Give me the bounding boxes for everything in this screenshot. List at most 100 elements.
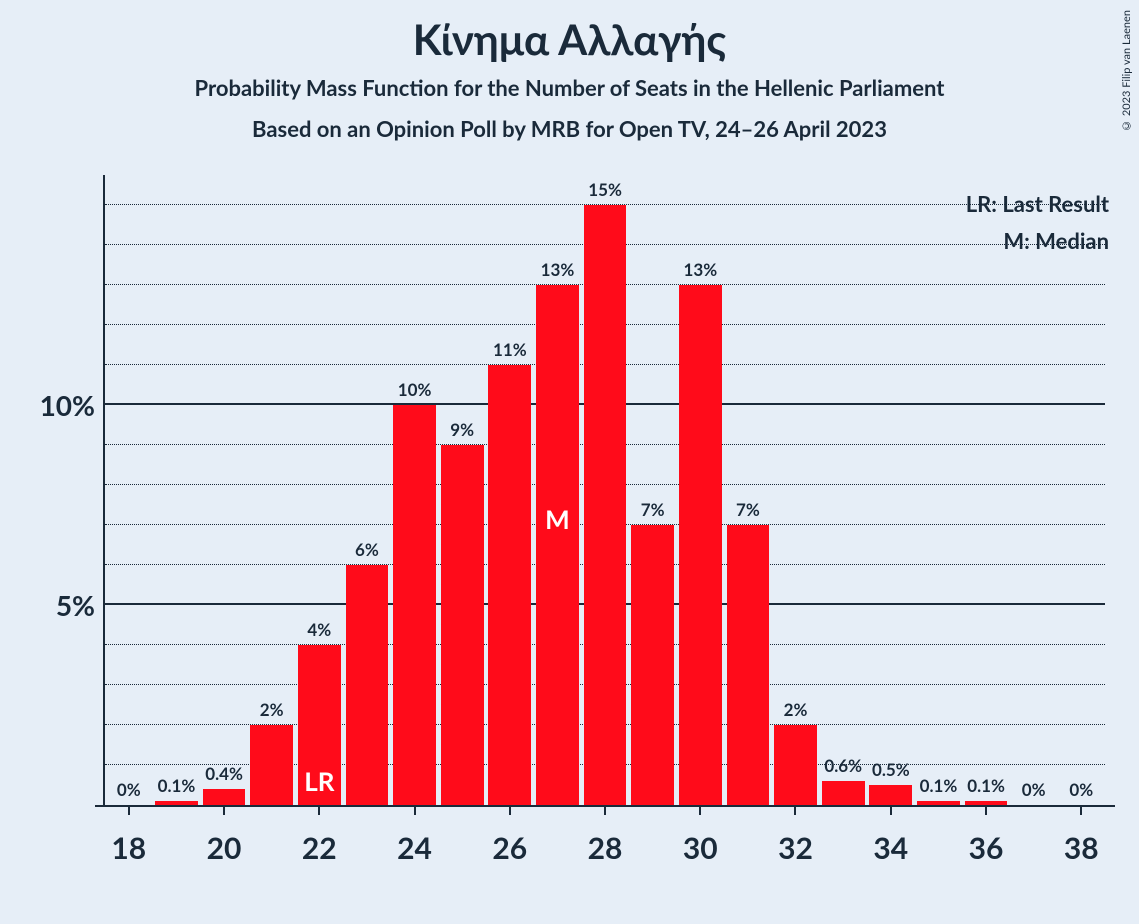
bar-value-label: 0.4% xyxy=(205,763,243,784)
bar xyxy=(536,285,579,805)
bar-container: 0% 0.1% 0.4% 2% 4% LR 6% 10% 9% 11% 13% M 15% 7% 13% 7%… xyxy=(105,185,1105,805)
bar-slot: 0% xyxy=(1010,185,1058,805)
chart-title: Κίνημα Αλλαγής xyxy=(0,0,1139,64)
bar-value-label: 13% xyxy=(541,259,575,280)
bar xyxy=(488,365,531,805)
y-axis-line xyxy=(103,175,105,807)
bar-marker-lr: LR xyxy=(304,765,334,797)
x-axis-label xyxy=(629,830,677,866)
x-axis-label: 28 xyxy=(581,830,629,866)
bar-value-label: 15% xyxy=(588,179,622,200)
bar-value-label: 7% xyxy=(736,499,760,520)
x-tick xyxy=(985,805,987,815)
bar-value-label: 7% xyxy=(641,499,665,520)
bar-slot: 0.1% xyxy=(915,185,963,805)
bar-slot: 0.1% xyxy=(153,185,201,805)
bar-slot: 0% xyxy=(1058,185,1106,805)
bar-value-label: 0% xyxy=(1022,779,1046,800)
bar xyxy=(203,789,246,805)
x-axis-label: 18 xyxy=(105,830,153,866)
x-axis-label xyxy=(438,830,486,866)
chart-subtitle-2: Based on an Opinion Poll by MRB for Open… xyxy=(0,115,1139,142)
bar-slot: 7% xyxy=(629,185,677,805)
bar-slot: 13% xyxy=(677,185,725,805)
bar-value-label: 0.1% xyxy=(920,775,958,796)
bar-slot: 11% xyxy=(486,185,534,805)
x-axis-label: 22 xyxy=(296,830,344,866)
bar-value-label: 0.1% xyxy=(967,775,1005,796)
bar-slot: 2% xyxy=(248,185,296,805)
x-axis-label: 30 xyxy=(677,830,725,866)
x-axis-labels: 18 20 22 24 26 28 30 32 34 36 38 xyxy=(105,830,1105,866)
bar-value-label: 9% xyxy=(450,419,474,440)
bar-value-label: 0.5% xyxy=(872,759,910,780)
bar-value-label: 13% xyxy=(683,259,717,280)
x-tick xyxy=(128,805,130,815)
x-axis-label xyxy=(819,830,867,866)
x-axis-label xyxy=(915,830,963,866)
bar xyxy=(869,785,912,805)
bar-value-label: 6% xyxy=(355,539,379,560)
x-axis-label: 36 xyxy=(962,830,1010,866)
bar-value-label: 0% xyxy=(1069,779,1093,800)
x-tick xyxy=(794,805,796,815)
x-axis-label xyxy=(153,830,201,866)
bar-value-label: 2% xyxy=(784,699,808,720)
x-axis-label: 20 xyxy=(200,830,248,866)
x-axis-label: 38 xyxy=(1058,830,1106,866)
bar-slot: 0.5% xyxy=(867,185,915,805)
chart-subtitle-1: Probability Mass Function for the Number… xyxy=(0,74,1139,101)
bar-slot: 0.6% xyxy=(819,185,867,805)
bar xyxy=(393,405,436,805)
bar xyxy=(441,445,484,805)
x-axis-label xyxy=(724,830,772,866)
chart-plot-area: 0% 0.1% 0.4% 2% 4% LR 6% 10% 9% 11% 13% M 15% 7% 13% 7%… xyxy=(105,185,1105,805)
x-tick xyxy=(509,805,511,815)
bar xyxy=(774,725,817,805)
bar xyxy=(346,565,389,805)
bar-slot: 2% xyxy=(772,185,820,805)
bar xyxy=(727,525,770,805)
x-axis-label xyxy=(248,830,296,866)
bar-marker-m: M xyxy=(545,503,570,535)
bar xyxy=(822,781,865,805)
x-tick xyxy=(699,805,701,815)
x-tick xyxy=(414,805,416,815)
y-axis-label: 10% xyxy=(40,388,95,422)
bar-slot: 15% xyxy=(581,185,629,805)
bar xyxy=(584,205,627,805)
bar-slot: 6% xyxy=(343,185,391,805)
bar xyxy=(631,525,674,805)
bar-slot: 9% xyxy=(438,185,486,805)
bar-value-label: 10% xyxy=(398,379,432,400)
bar-slot: 13% M xyxy=(534,185,582,805)
x-axis-label: 26 xyxy=(486,830,534,866)
x-tick xyxy=(1080,805,1082,815)
x-tick xyxy=(604,805,606,815)
x-axis-label xyxy=(1010,830,1058,866)
y-axis-label: 5% xyxy=(56,588,95,622)
bar-slot: 0.1% xyxy=(962,185,1010,805)
bar xyxy=(250,725,293,805)
bar-slot: 7% xyxy=(724,185,772,805)
x-axis-label: 32 xyxy=(772,830,820,866)
bar-slot: 0% xyxy=(105,185,153,805)
copyright-text: © 2023 Filip van Laenen xyxy=(1120,10,1133,132)
x-axis-label: 34 xyxy=(867,830,915,866)
bar-value-label: 11% xyxy=(493,339,527,360)
bar-value-label: 0.1% xyxy=(158,775,196,796)
bar-slot: 10% xyxy=(391,185,439,805)
bar-value-label: 0% xyxy=(117,779,141,800)
x-tick xyxy=(223,805,225,815)
x-axis-label: 24 xyxy=(391,830,439,866)
bar-value-label: 2% xyxy=(260,699,284,720)
bar-slot: 4% LR xyxy=(296,185,344,805)
x-axis-label xyxy=(343,830,391,866)
x-axis-label xyxy=(534,830,582,866)
bar-value-label: 4% xyxy=(307,619,331,640)
x-tick xyxy=(318,805,320,815)
bar-value-label: 0.6% xyxy=(824,755,862,776)
x-tick xyxy=(890,805,892,815)
bar-slot: 0.4% xyxy=(200,185,248,805)
bar xyxy=(679,285,722,805)
